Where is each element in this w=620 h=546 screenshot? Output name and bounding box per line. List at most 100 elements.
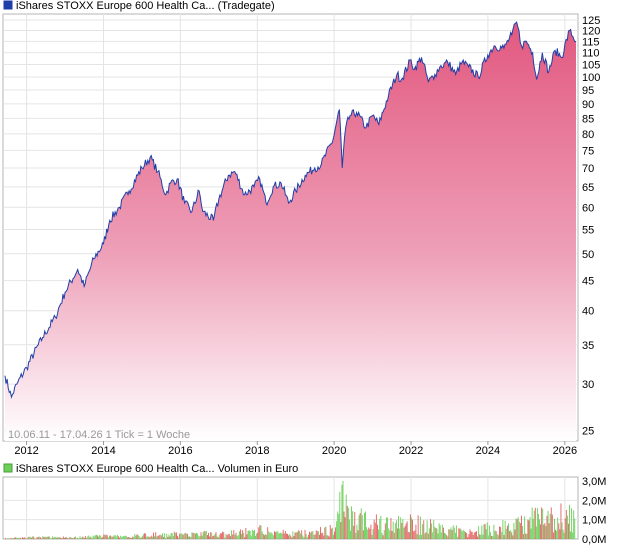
volume-bar (63, 537, 65, 539)
volume-bar (19, 537, 21, 539)
volume-bar (559, 529, 561, 539)
volume-bar (440, 532, 442, 539)
volume-bar (463, 531, 465, 539)
volume-bar (219, 533, 221, 539)
volume-bar (192, 532, 194, 539)
volume-bar (275, 532, 277, 539)
volume-bar (97, 535, 98, 539)
volume-bar (484, 523, 486, 539)
volume-bar (181, 533, 183, 539)
volume-bar (481, 525, 483, 539)
volume-bar (495, 531, 497, 539)
volume-bar (180, 533, 182, 539)
volume-bar (196, 532, 197, 539)
volume-bar (199, 536, 201, 539)
volume-y-axis: 0,0M 1,0M 2,0M 3,0M (582, 476, 606, 546)
volume-bar (287, 533, 288, 539)
volume-bar (206, 535, 208, 539)
volume-bar (461, 531, 463, 539)
volume-bar (358, 515, 360, 539)
volume-bar (306, 537, 308, 539)
volume-bar (76, 538, 78, 539)
volume-bar (435, 528, 437, 539)
volume-bar (183, 533, 185, 539)
volume-bar (234, 534, 236, 539)
volume-bar (156, 536, 158, 539)
volume-bar (425, 532, 427, 539)
volume-bar (419, 516, 421, 539)
volume-bar (328, 536, 330, 539)
volume-bar (391, 530, 393, 539)
volume-y-tick-label: 0,0M (582, 534, 606, 546)
volume-bar (449, 529, 451, 539)
y-tick-label: 85 (582, 113, 594, 125)
volume-bar (88, 535, 90, 539)
volume-y-tick-label: 3,0M (582, 476, 606, 488)
volume-bar (297, 530, 299, 539)
volume-bar (423, 520, 425, 539)
volume-bar (240, 529, 241, 539)
volume-bar (491, 535, 493, 539)
volume-bar (346, 505, 348, 539)
volume-bar (501, 531, 503, 539)
volume-bar (288, 535, 290, 539)
volume-bar (177, 535, 178, 539)
volume-bar (109, 535, 110, 539)
volume-bar (214, 533, 216, 539)
x-tick-label: 2018 (245, 445, 269, 457)
volume-bar (159, 534, 161, 539)
volume-bar (176, 532, 177, 539)
volume-bar (226, 535, 228, 539)
y-tick-label: 55 (582, 224, 594, 236)
volume-bar (79, 536, 81, 539)
volume-bar (205, 530, 207, 539)
y-tick-label: 100 (582, 72, 600, 84)
volume-bar (485, 529, 487, 539)
volume-bar (233, 530, 235, 539)
volume-bar (117, 536, 119, 539)
volume-bar (356, 524, 358, 539)
volume-bar (138, 536, 140, 539)
volume-bar (514, 529, 516, 539)
volume-bar (366, 527, 368, 539)
volume-bar (293, 536, 295, 539)
volume-bar (178, 537, 180, 539)
volume-bar (123, 536, 125, 539)
volume-bar (493, 524, 495, 539)
volume-bar (85, 536, 87, 539)
volume-bar (106, 535, 108, 539)
volume-bar (267, 527, 269, 539)
volume-bar (124, 535, 126, 539)
volume-bar (249, 531, 251, 539)
volume-bar (480, 534, 482, 539)
volume-bar (215, 532, 217, 539)
volume-bar (374, 522, 376, 539)
volume-bar (130, 537, 131, 539)
volume-bar (126, 537, 128, 539)
volume-bar (337, 511, 339, 539)
volume-bar (415, 524, 417, 539)
x-tick-label: 2024 (476, 445, 500, 457)
volume-bar (174, 532, 176, 539)
volume-bar (93, 536, 95, 539)
y-tick-label: 25 (582, 426, 594, 438)
volume-bar (155, 532, 157, 539)
volume-bar (557, 517, 559, 539)
volume-bar (383, 530, 385, 539)
volume-bar (370, 524, 372, 539)
volume-bar (242, 530, 244, 539)
volume-bar (477, 536, 478, 539)
volume-bar (29, 536, 31, 539)
volume-bar (237, 535, 239, 539)
volume-bar (90, 536, 92, 539)
volume-bar (146, 536, 148, 539)
volume-bar (193, 532, 195, 539)
volume-bar (479, 534, 481, 539)
volume-bar (438, 523, 440, 539)
y-tick-label: 80 (582, 129, 594, 141)
volume-bar (122, 536, 124, 539)
y-tick-label: 45 (582, 276, 594, 288)
volume-bar (210, 532, 212, 539)
volume-bar (561, 522, 563, 539)
volume-bar (482, 534, 484, 539)
